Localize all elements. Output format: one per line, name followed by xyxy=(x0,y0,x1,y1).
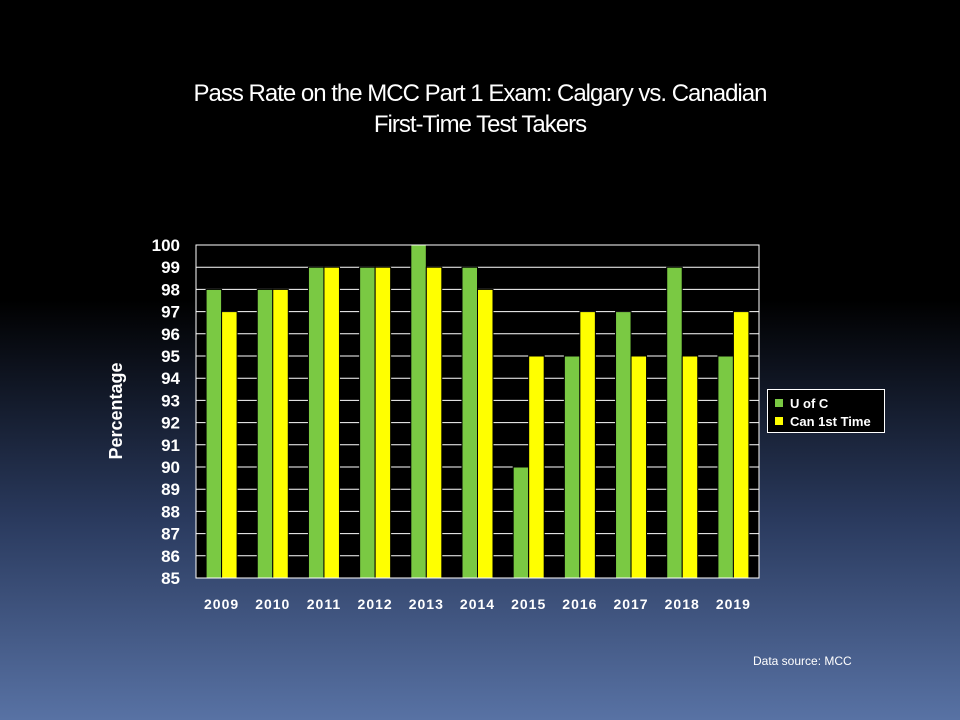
y-tick-label: 95 xyxy=(161,347,180,366)
x-tick-label: 2019 xyxy=(716,596,751,612)
y-tick-label: 99 xyxy=(161,258,180,277)
legend-item-can-1st-time: Can 1st Time xyxy=(774,412,884,430)
slide-title: Pass Rate on the MCC Part 1 Exam: Calgar… xyxy=(80,78,880,140)
bar-can-1st-time-2014 xyxy=(477,288,494,579)
legend: U of C Can 1st Time xyxy=(767,389,885,433)
y-tick-label: 91 xyxy=(161,436,180,455)
bar-u-of-c-2012 xyxy=(359,266,376,579)
y-tick-label: 96 xyxy=(161,325,180,344)
legend-label-u-of-c: U of C xyxy=(790,395,829,411)
bar-u-of-c-2013 xyxy=(410,244,427,579)
slide-title-line-2: First-Time Test Takers xyxy=(373,111,587,138)
bars xyxy=(205,244,750,579)
y-tick-label: 87 xyxy=(161,525,180,544)
legend-swatch-u-of-c xyxy=(774,398,784,408)
y-tick-label: 97 xyxy=(161,303,180,322)
bar-can-1st-time-2016 xyxy=(579,311,596,579)
x-tick-label: 2010 xyxy=(255,596,290,612)
bar-can-1st-time-2010 xyxy=(272,288,289,579)
x-tick-labels: 2009 2010 2011 2012 2013 2014 2015 2016 2017 2018… xyxy=(204,596,751,612)
y-tick-label: 89 xyxy=(161,480,180,499)
bar-can-1st-time-2017 xyxy=(630,355,648,579)
x-tick-label: 2012 xyxy=(358,596,393,612)
bar-can-1st-time-2009 xyxy=(221,311,238,579)
plot-border xyxy=(195,244,760,579)
bar-u-of-c-2009 xyxy=(205,288,223,579)
bar-u-of-c-2017 xyxy=(615,311,632,579)
x-tick-label: 2013 xyxy=(409,596,444,612)
x-tick-label: 2014 xyxy=(460,596,495,612)
y-tick-label: 92 xyxy=(161,414,180,433)
bar-can-1st-time-2015 xyxy=(528,355,545,579)
bar-u-of-c-2016 xyxy=(563,355,581,579)
x-tick-label: 2016 xyxy=(562,596,597,612)
bar-can-1st-time-2012 xyxy=(374,266,392,579)
bar-can-1st-time-2019 xyxy=(732,311,750,579)
y-tick-label: 94 xyxy=(161,369,180,388)
bar-u-of-c-2014 xyxy=(461,266,478,579)
bar-can-1st-time-2018 xyxy=(681,355,699,579)
y-tick-label: 100 xyxy=(152,236,180,255)
bar-u-of-c-2010 xyxy=(256,288,274,579)
legend-item-u-of-c: U of C xyxy=(774,394,884,412)
slide-title-line-1: Pass Rate on the MCC Part 1 Exam: Calgar… xyxy=(193,80,768,107)
x-tick-label: 2009 xyxy=(204,596,239,612)
legend-label-can-1st-time: Can 1st Time xyxy=(790,413,871,429)
y-tick-label: 90 xyxy=(161,458,180,477)
bar-can-1st-time-2011 xyxy=(323,266,340,579)
y-tick-label: 93 xyxy=(161,391,180,410)
y-tick-label: 86 xyxy=(161,547,180,566)
bar-can-1st-time-2013 xyxy=(425,266,443,579)
legend-swatch-can-1st-time xyxy=(774,416,784,426)
bar-u-of-c-2015 xyxy=(512,466,530,579)
y-tick-label: 85 xyxy=(161,569,180,588)
bar-u-of-c-2011 xyxy=(307,266,325,579)
x-tick-label: 2015 xyxy=(511,596,546,612)
bar-u-of-c-2018 xyxy=(666,266,683,579)
y-tick-label: 88 xyxy=(161,502,180,521)
x-tick-label: 2011 xyxy=(307,596,341,612)
y-tick-labels: 85 86 87 88 89 90 91 92 93 94 95 96 97 98 99 100 xyxy=(152,236,181,588)
y-axis-label: Percentage xyxy=(106,362,126,459)
x-tick-label: 2017 xyxy=(613,596,648,612)
data-source-note: Data source: MCC xyxy=(753,654,852,668)
y-tick-label: 98 xyxy=(161,280,180,299)
x-tick-label: 2018 xyxy=(665,596,700,612)
bar-u-of-c-2019 xyxy=(717,355,734,579)
